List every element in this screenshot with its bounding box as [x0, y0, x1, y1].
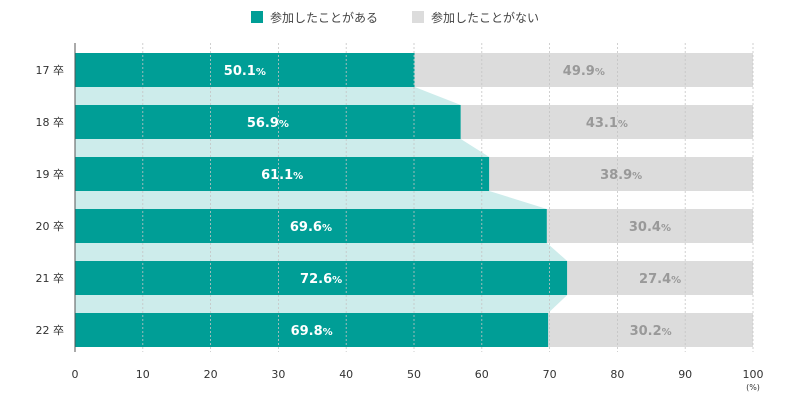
bar-participated	[75, 157, 490, 191]
y-tick-label: 20 卒	[36, 219, 65, 233]
data-label-participated: 69.6%	[290, 220, 332, 235]
x-tick-label: 60	[475, 368, 489, 381]
data-label-not-participated: 30.4%	[629, 220, 671, 235]
connector-band	[75, 87, 461, 105]
legend-swatch-participated	[250, 11, 263, 23]
data-label-participated: 56.9%	[247, 116, 289, 131]
x-tick-label: 40	[339, 368, 353, 381]
bar-participated	[75, 53, 415, 87]
data-label-not-participated: 49.9%	[563, 64, 605, 79]
legend-label-participated: 参加したことがある	[269, 10, 378, 25]
legend-swatch-not-participated	[412, 11, 424, 23]
bar-participated	[75, 313, 549, 347]
x-tick-label: 50	[407, 368, 421, 381]
legend: 参加したことがある 参加したことがない	[0, 8, 790, 26]
legend-label-not-participated: 参加したことがない	[431, 10, 540, 25]
x-tick-label: 70	[543, 368, 557, 381]
connector-band	[75, 295, 568, 313]
connector-band	[75, 191, 547, 209]
bar-participated	[75, 209, 547, 243]
data-label-not-participated: 38.9%	[600, 168, 642, 183]
x-tick-label: 90	[678, 368, 692, 381]
connector-band	[75, 139, 490, 157]
bar-not-participated	[548, 313, 753, 347]
bar-participated	[75, 105, 461, 139]
bar-participated	[75, 261, 568, 295]
y-tick-label: 21 卒	[36, 271, 65, 285]
bar-not-participated	[414, 53, 753, 87]
bar-not-participated	[489, 157, 753, 191]
y-tick-label: 18 卒	[36, 115, 65, 129]
bar-not-participated	[567, 261, 753, 295]
data-label-not-participated: 27.4%	[639, 272, 681, 287]
y-tick-label: 17 卒	[36, 63, 65, 77]
x-tick-label: 20	[204, 368, 218, 381]
x-tick-label: 10	[136, 368, 150, 381]
x-tick-label: 80	[610, 368, 624, 381]
bar-not-participated	[460, 105, 753, 139]
legend-item-participated: 参加したことがある	[250, 9, 378, 26]
y-tick-label: 19 卒	[36, 167, 65, 181]
bar-not-participated	[546, 209, 753, 243]
data-label-participated: 61.1%	[261, 168, 303, 183]
data-label-not-participated: 30.2%	[630, 324, 672, 339]
data-label-participated: 69.8%	[291, 324, 333, 339]
x-tick-label: 0	[72, 368, 79, 381]
legend-item-not-participated: 参加したことがない	[412, 9, 539, 26]
data-label-participated: 50.1%	[224, 64, 266, 79]
data-label-not-participated: 43.1%	[586, 116, 628, 131]
data-label-participated: 72.6%	[300, 272, 342, 287]
x-tick-label: 100	[743, 368, 764, 381]
x-tick-label: 30	[271, 368, 285, 381]
connector-band	[75, 243, 568, 261]
y-tick-label: 22 卒	[36, 323, 65, 337]
x-axis-unit: (%)	[746, 383, 760, 392]
